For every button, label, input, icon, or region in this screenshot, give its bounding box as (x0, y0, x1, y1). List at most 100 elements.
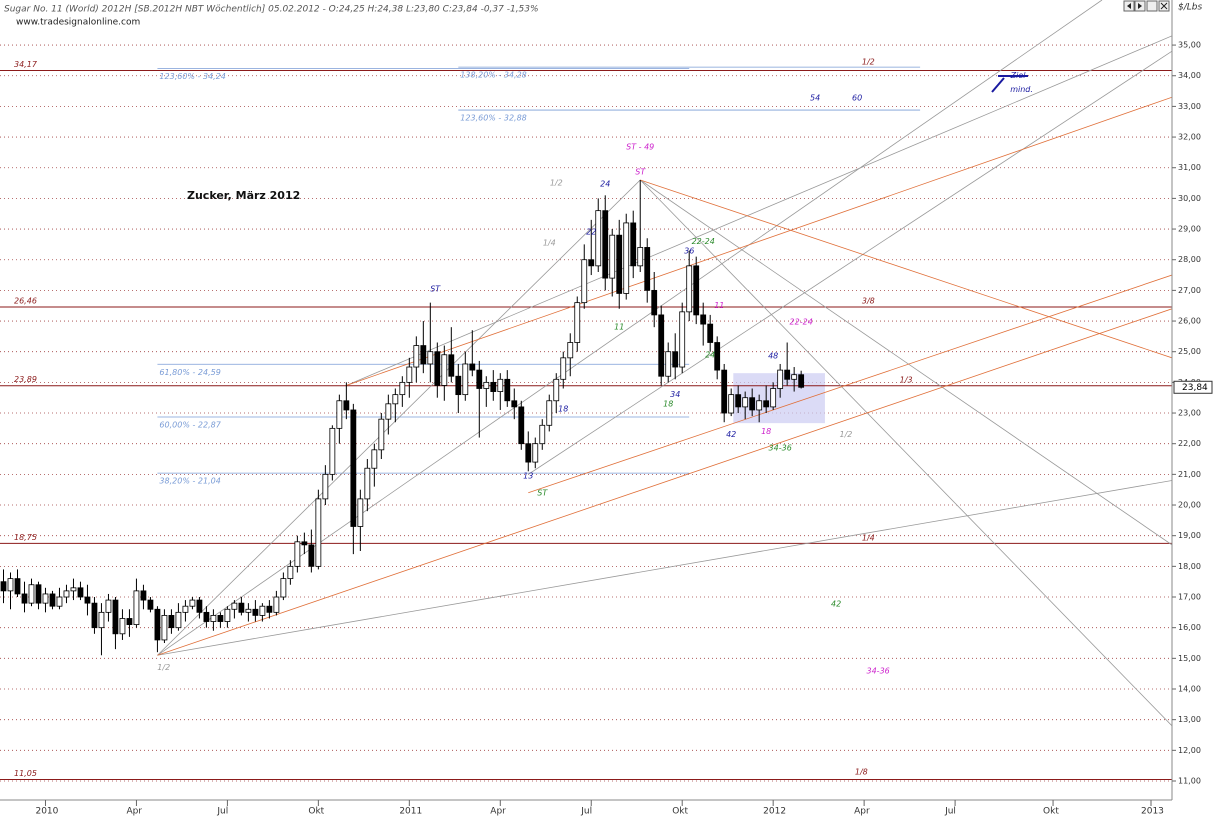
fib-label: 60,00% - 22,87 (159, 421, 221, 430)
trendline (346, 96, 1172, 386)
y-tick-label: 22,00 (1178, 439, 1201, 448)
x-tick-label: Okt (672, 807, 688, 817)
candle-body (581, 259, 588, 304)
annotation: 36 (684, 247, 694, 256)
candle-body (231, 602, 238, 610)
annotation: 42 (726, 430, 736, 439)
candle-body (721, 369, 728, 414)
annotation: 60 (852, 94, 862, 103)
annotation: 24 (705, 350, 715, 359)
annotation: 48 (768, 351, 778, 360)
annotation: 34 (670, 390, 680, 399)
annotation: 22-24 (692, 237, 715, 246)
candle-body (770, 388, 777, 408)
candle-body (105, 599, 112, 613)
candle-body (210, 615, 217, 622)
x-tick-label: Apr (490, 807, 506, 817)
trendline (157, 179, 641, 656)
candle-body (329, 427, 336, 475)
y-tick-label: 18,00 (1178, 562, 1201, 571)
candle-body (182, 605, 189, 613)
candle-body (35, 584, 42, 604)
candle-body (336, 400, 343, 429)
annotation: 42 (831, 600, 841, 609)
candle-body (630, 222, 637, 267)
annotation: ST (430, 285, 441, 294)
plot-area: 34,17 26,46 23,89 18,75 11,05 123,60% - 34,24… (0, 0, 1172, 782)
trendline (157, 308, 1172, 656)
candle-body (560, 357, 567, 380)
y-tick-label: 14,00 (1178, 684, 1201, 693)
annotation: ST (537, 488, 548, 497)
window-buttons[interactable] (1123, 0, 1170, 12)
candle-body (588, 259, 595, 267)
y-tick-label: 23,00 (1178, 409, 1201, 418)
fib-label: 61,80% - 24,59 (159, 368, 220, 377)
fib-label: 38,20% - 21,04 (159, 477, 220, 486)
candle-body (448, 354, 455, 377)
trendline (528, 274, 1172, 494)
candle-body (476, 369, 483, 389)
candle-body (350, 409, 357, 527)
candle-body (693, 265, 700, 316)
candle-body (0, 581, 7, 592)
level-label: 34,17 (14, 60, 38, 69)
candle-body (728, 394, 735, 414)
candle-body (140, 590, 147, 601)
fib-label: 123,60% - 34,24 (159, 72, 225, 81)
annotation: 1/2 (840, 430, 853, 439)
trendline (346, 35, 1172, 386)
x-tick-label: 2012 (763, 807, 786, 817)
candle-body (595, 210, 602, 267)
level-label: 11,05 (14, 769, 37, 778)
header: Sugar No. 11 (World) 2012H [SB.2012H NBT… (4, 5, 539, 15)
last-price-label: 23,84 (1182, 383, 1208, 393)
candle-body (203, 611, 210, 622)
trendline (528, 50, 1172, 475)
y-tick-label: 21,00 (1178, 470, 1201, 479)
y-tick-label: 31,00 (1178, 163, 1201, 172)
candle-body (469, 363, 476, 371)
candle-body (798, 374, 805, 388)
candle-body (490, 381, 497, 392)
annotation: 13 (523, 471, 533, 480)
candle-body (133, 590, 140, 626)
candle-body (707, 323, 714, 343)
trendline (157, 480, 1172, 656)
trendline (639, 179, 1172, 727)
candle-body (504, 378, 511, 402)
annotation: ST - 49 (626, 143, 654, 152)
y-tick-label: 15,00 (1178, 654, 1201, 663)
candle-body (308, 544, 315, 567)
trendline (157, 0, 1103, 656)
annotation: 22-24 (790, 317, 813, 326)
candle-body (742, 397, 749, 408)
candle-body (525, 443, 532, 463)
candle-body (280, 578, 287, 598)
candle-body (385, 403, 392, 420)
candle-body (637, 247, 644, 267)
level-label: 18,75 (14, 533, 37, 542)
y-tick-label: 11,00 (1178, 776, 1201, 785)
y-tick-label: 30,00 (1178, 194, 1201, 203)
annotation: 11 (714, 301, 724, 310)
candle-body (455, 375, 462, 396)
candle-body (63, 590, 70, 598)
annotation: 18 (663, 399, 673, 408)
y-tick-label: 20,00 (1178, 501, 1201, 510)
candle-body (483, 381, 490, 389)
x-tick-label: 2013 (1141, 807, 1164, 817)
candle-body (623, 222, 630, 294)
annotation: 1/8 (855, 767, 868, 776)
candle-body (364, 467, 371, 500)
candle-body (679, 311, 686, 368)
candle-body (56, 596, 63, 607)
candle-body (217, 615, 224, 622)
axes: 11,00 12,00 13,00 14,00 15,00 16,00 17,00 18,00… (35, 41, 1213, 817)
candle-body (301, 541, 308, 546)
button-restore[interactable] (1146, 0, 1158, 12)
icon (1160, 2, 1168, 10)
candle-body (91, 602, 98, 629)
candle-body (546, 400, 553, 426)
x-tick-label: Okt (308, 807, 324, 817)
